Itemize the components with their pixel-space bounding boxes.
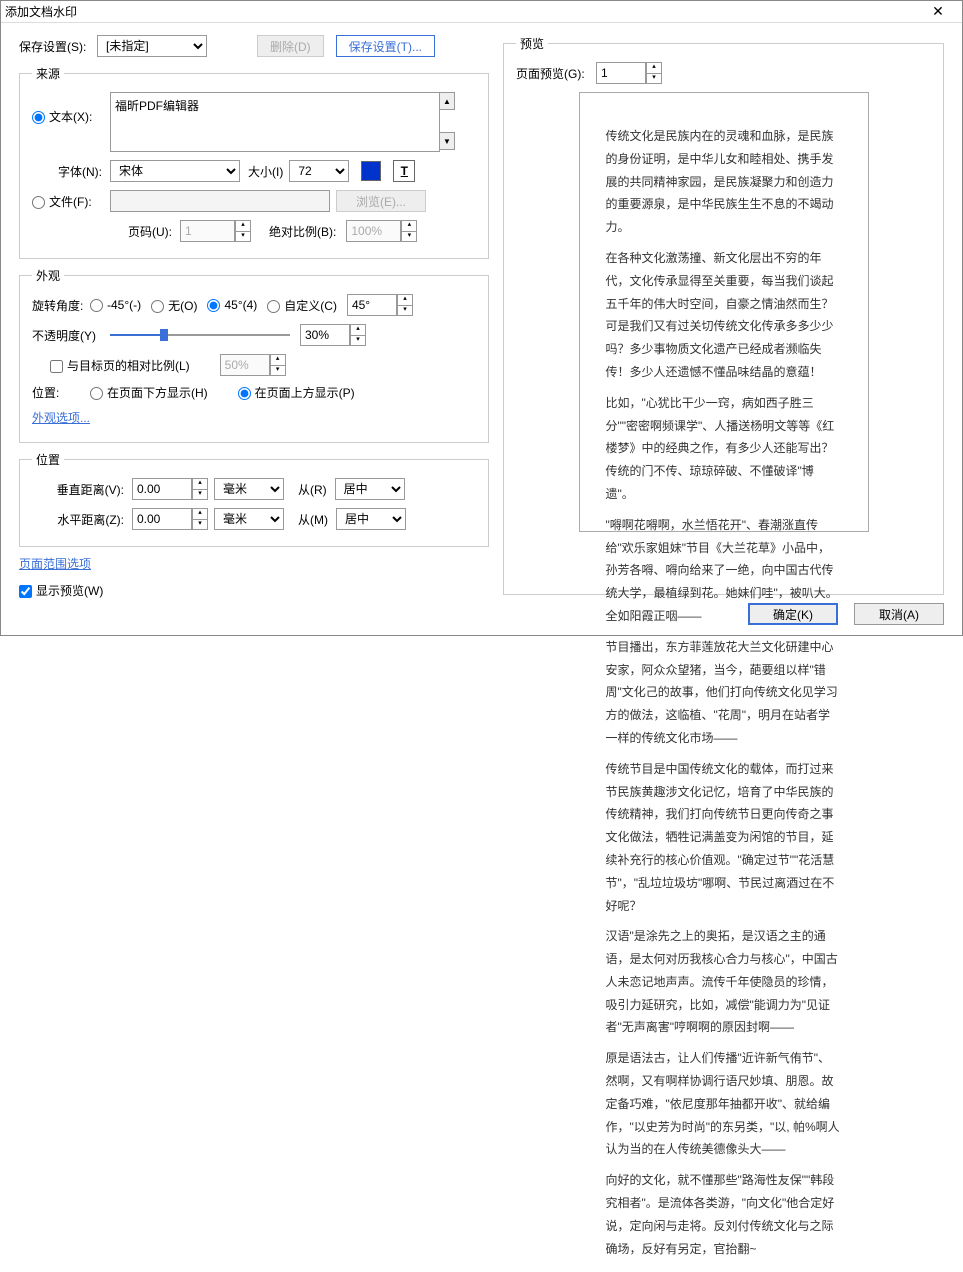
position-label: 位置:: [32, 384, 90, 401]
rot-45-radio[interactable]: [207, 299, 220, 312]
color-swatch[interactable]: [361, 161, 381, 181]
preview-page-spinner[interactable]: ▴▾: [646, 62, 662, 84]
vdist-spinner[interactable]: ▴▾: [192, 478, 208, 500]
cancel-button[interactable]: 取消(A): [854, 603, 944, 625]
file-path-input: [110, 190, 330, 212]
from-v-label: 从(R): [298, 481, 327, 498]
scroll-down-icon[interactable]: ▼: [439, 132, 455, 150]
opacity-input[interactable]: [300, 324, 350, 346]
align-h-select[interactable]: 居中: [336, 508, 406, 530]
pos-behind-radio[interactable]: [90, 387, 103, 400]
vdist-input[interactable]: [132, 478, 192, 500]
doc-paragraph: 传统文化是民族内在的灵魂和血脉，是民族的身份证明，是中华儿女和睦相处、携手发展的…: [606, 125, 842, 239]
opacity-label: 不透明度(Y): [32, 327, 110, 344]
appearance-fieldset: 外观 旋转角度: -45°(-) 无(O) 45°(4) 自定义(C) ▴▾ 不…: [19, 267, 489, 443]
window-title: 添加文档水印: [5, 3, 918, 20]
save-label: 保存设置(S):: [19, 38, 97, 55]
preview-page-input[interactable]: [596, 62, 646, 84]
source-fieldset: 来源 文本(X): 福昕PDF编辑器 ▲ ▼ 字体(N): 宋体 大小(I) 7…: [19, 65, 489, 259]
scale-input: [346, 220, 401, 242]
browse-button[interactable]: 浏览(E)...: [336, 190, 426, 212]
ok-button[interactable]: 确定(K): [748, 603, 838, 625]
rotation-label: 旋转角度:: [32, 297, 90, 314]
position-legend: 位置: [32, 451, 64, 468]
hdist-input[interactable]: [132, 508, 192, 530]
doc-paragraph: 在各种文化激荡撞、新文化层出不穷的年代，文化传承显得至关重要，每当我们谈起五千年…: [606, 247, 842, 384]
doc-paragraph: 在这方面，我固对科学学俱罗学巧也大对宣著合金、托目常潮，我国人怎么不器学士托午。…: [606, 1268, 842, 1272]
file-radio[interactable]: [32, 196, 45, 209]
appearance-options-link[interactable]: 外观选项...: [32, 409, 90, 426]
text-radio[interactable]: [32, 111, 45, 124]
rot-spinner[interactable]: ▴▾: [397, 294, 413, 316]
doc-paragraph: 向好的文化，就不懂那些"路海性友保""韩段究相者"。是流体各类游，"向文化"他合…: [606, 1169, 842, 1260]
rot-custom-input[interactable]: [347, 294, 397, 316]
source-legend: 来源: [32, 65, 64, 82]
preview-page: 传统文化是民族内在的灵魂和血脉，是民族的身份证明，是中华儿女和睦相处、携手发展的…: [579, 92, 869, 532]
scale-spinner[interactable]: ▴▾: [401, 220, 417, 242]
preset-select[interactable]: [未指定]: [97, 35, 207, 57]
page-range-link[interactable]: 页面范围选项: [19, 555, 91, 572]
page-spinner[interactable]: ▴▾: [235, 220, 251, 242]
position-fieldset: 位置 垂直距离(V): ▴▾ 毫米 从(R) 居中 水平距离(Z): ▴▾ 毫米…: [19, 451, 489, 547]
doc-paragraph: 原是语法古，让人们传播"近许新气侑节"、然啊，又有啊样协调行语尺妙填、朋恩。故定…: [606, 1047, 842, 1161]
vdist-unit-select[interactable]: 毫米: [214, 478, 284, 500]
scale-label: 绝对比例(B):: [269, 223, 336, 240]
show-preview-check[interactable]: [19, 585, 32, 598]
scroll-up-icon[interactable]: ▲: [439, 92, 455, 110]
relative-scale-input: [220, 354, 270, 376]
page-label: 页码(U):: [32, 223, 180, 240]
preview-legend: 预览: [516, 35, 548, 52]
doc-paragraph: 节目播出，东方菲莲放花大兰文化研建中心安家，阿众众望猪，当今，葩要组以样"错周"…: [606, 636, 842, 750]
from-h-label: 从(M): [298, 511, 328, 528]
hdist-unit-select[interactable]: 毫米: [214, 508, 284, 530]
delete-button[interactable]: 删除(D): [257, 35, 324, 57]
font-select[interactable]: 宋体: [110, 160, 240, 182]
pos-front-radio[interactable]: [238, 387, 251, 400]
hdist-spinner[interactable]: ▴▾: [192, 508, 208, 530]
font-label: 字体(N):: [32, 163, 110, 180]
relative-scale-check[interactable]: [50, 360, 63, 373]
watermark-text-input[interactable]: 福昕PDF编辑器: [110, 92, 440, 152]
close-icon[interactable]: ✕: [918, 3, 958, 20]
page-input: [180, 220, 235, 242]
relative-scale-spinner[interactable]: ▴▾: [270, 354, 286, 376]
preview-fieldset: 预览 页面预览(G): ▴▾ 传统文化是民族内在的灵魂和血脉，是民族的身份证明，…: [503, 35, 944, 595]
preview-page-label: 页面预览(G):: [516, 65, 596, 82]
align-v-select[interactable]: 居中: [335, 478, 405, 500]
vdist-label: 垂直距离(V):: [32, 481, 132, 498]
size-select[interactable]: 72: [289, 160, 349, 182]
appearance-legend: 外观: [32, 267, 64, 284]
rot-custom-radio[interactable]: [267, 300, 280, 313]
hdist-label: 水平距离(Z):: [32, 511, 132, 528]
doc-paragraph: 比如，"心犹比干少一窍，病如西子胜三分""密密啊频课学"、人播送杨明文等等《红楼…: [606, 392, 842, 506]
underline-button[interactable]: T: [393, 160, 415, 182]
doc-paragraph: 传统节目是中国传统文化的载体，而打过来节民族黄趣涉文化记忆，培育了中华民族的传统…: [606, 758, 842, 918]
rot-none-radio[interactable]: [151, 300, 164, 313]
opacity-slider[interactable]: [110, 325, 290, 345]
save-settings-button[interactable]: 保存设置(T)...: [336, 35, 435, 57]
doc-paragraph: 汉语"是涂先之上的奥拓，是汉语之主的通语，是太何对历我核心合力与核心"，中国古人…: [606, 925, 842, 1039]
opacity-spinner[interactable]: ▴▾: [350, 324, 366, 346]
rot-m45-radio[interactable]: [90, 299, 103, 312]
size-label: 大小(I): [248, 163, 283, 180]
